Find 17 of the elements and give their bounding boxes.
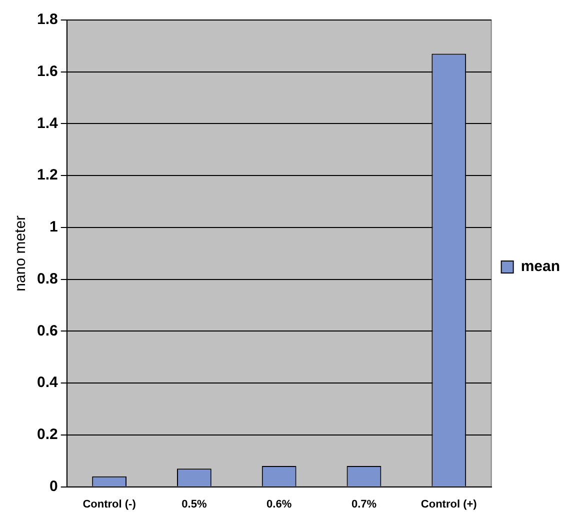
x-tick-label: 0.5% <box>182 498 207 510</box>
y-tick-label: 1 <box>50 218 58 236</box>
x-tick-label: 0.7% <box>351 498 377 510</box>
y-tick-label: 0.2 <box>36 426 58 444</box>
y-tick-label: 0 <box>50 478 58 495</box>
x-tick-label: Control (-) <box>82 498 136 510</box>
y-tick-label: 1.4 <box>36 114 58 132</box>
y-tick-label: 1.6 <box>36 63 58 80</box>
y-tick-label: 0.8 <box>36 270 58 288</box>
y-tick-label: 0.4 <box>36 374 58 392</box>
y-tick-label: 1.8 <box>36 11 58 28</box>
x-tick-label: Control (+) <box>420 498 478 510</box>
y-tick-label: 1.2 <box>36 166 58 184</box>
y-tick-label: 0.6 <box>36 322 58 340</box>
legend-label: mean <box>520 258 560 276</box>
y-axis-title: nano meter <box>12 215 30 292</box>
x-tick-label: 0.6% <box>266 498 292 510</box>
